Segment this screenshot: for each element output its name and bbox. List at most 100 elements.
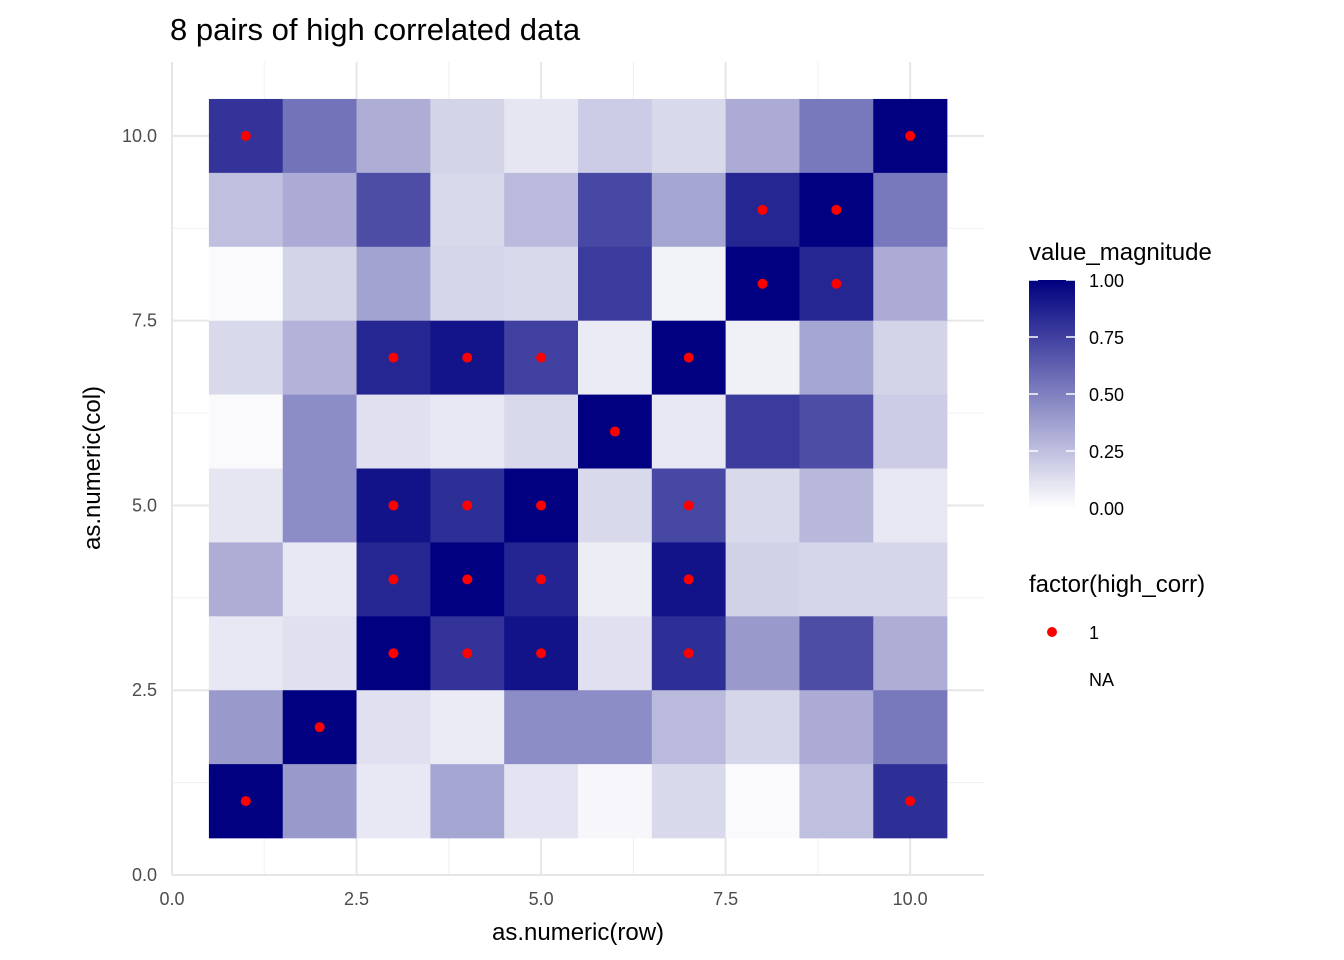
high-corr-point xyxy=(683,648,694,659)
high-corr-point xyxy=(683,574,694,585)
colorbar-ticks: 0.00 0.25 0.50 0.75 1.00 xyxy=(1029,271,1124,519)
heatmap-tile xyxy=(873,690,948,765)
heatmap-tile xyxy=(799,542,874,617)
heatmap-tile xyxy=(430,690,505,765)
heatmap-tile xyxy=(578,616,653,691)
heatmap-tile xyxy=(873,320,948,395)
heatmap-tile xyxy=(504,98,579,174)
high-corr-point xyxy=(609,426,620,437)
heatmap-tile xyxy=(873,246,948,321)
heatmap-tile xyxy=(504,246,579,321)
heatmap-tile xyxy=(725,764,800,839)
heatmap-tile xyxy=(504,172,579,248)
high-corr-point xyxy=(831,204,842,215)
heatmap-tile xyxy=(651,764,726,839)
x-tick-label: 10.0 xyxy=(893,889,928,909)
heatmap-tile xyxy=(799,320,874,395)
heatmap-tile xyxy=(208,172,284,248)
fill-legend: value_magnitude 0.00 0.25 0.50 0.75 1.00 xyxy=(1029,239,1212,519)
heatmap-tile xyxy=(725,394,800,469)
heatmap-tile xyxy=(725,468,800,543)
heatmap-tile xyxy=(504,690,579,765)
x-tick-label: 2.5 xyxy=(344,889,369,909)
heatmap-tile xyxy=(651,98,726,174)
heatmap-tile xyxy=(504,764,579,839)
heatmap-tile xyxy=(430,172,505,248)
y-tick-label: 5.0 xyxy=(132,495,157,515)
high-corr-point xyxy=(683,352,694,363)
chart-title: 8 pairs of high correlated data xyxy=(170,12,581,47)
y-tick-label: 2.5 xyxy=(132,680,157,700)
heatmap-tile xyxy=(578,690,653,765)
high-corr-point xyxy=(462,648,473,659)
high-corr-point xyxy=(462,574,473,585)
heatmap-tile xyxy=(725,542,800,617)
heatmap-tile xyxy=(873,468,948,543)
legend-entry-1: 1 xyxy=(1089,623,1099,643)
heatmap-tile xyxy=(725,98,800,174)
heatmap-tile xyxy=(208,542,284,617)
heatmap-tile xyxy=(651,246,726,321)
heatmap-tile xyxy=(356,394,431,469)
heatmap-tile xyxy=(578,764,653,839)
y-tick-label: 0.0 xyxy=(132,865,157,885)
high-corr-point xyxy=(462,500,473,511)
point-legend: factor(high_corr) 1 NA xyxy=(1029,571,1205,690)
heatmap-tile xyxy=(799,764,874,839)
y-axis-ticks: 0.0 2.5 5.0 7.5 10.0 xyxy=(122,126,157,885)
heatmap-tile xyxy=(578,246,653,321)
heatmap-tile xyxy=(725,690,800,765)
high-corr-point xyxy=(388,500,399,511)
high-corr-point xyxy=(314,722,325,733)
heatmap-tile xyxy=(356,98,431,174)
colorbar-label: 1.00 xyxy=(1089,271,1124,291)
heatmap-tile xyxy=(282,394,357,469)
legend-entry-na: NA xyxy=(1089,670,1114,690)
heatmap-tile xyxy=(282,320,357,395)
heatmap-tile xyxy=(208,246,284,321)
heatmap-tiles xyxy=(208,98,948,839)
heatmap-tile xyxy=(430,394,505,469)
heatmap-tile xyxy=(651,394,726,469)
high-corr-point xyxy=(536,352,547,363)
fill-legend-title: value_magnitude xyxy=(1029,239,1212,266)
high-corr-point xyxy=(240,130,251,141)
heatmap-tile xyxy=(504,394,579,469)
heatmap-tile xyxy=(651,690,726,765)
high-corr-point xyxy=(388,648,399,659)
heatmap-tile xyxy=(873,542,948,617)
heatmap-tile xyxy=(799,468,874,543)
y-axis-title: as.numeric(col) xyxy=(79,386,106,550)
heatmap-tile xyxy=(799,98,874,174)
high-corr-point xyxy=(240,796,251,807)
heatmap-tile xyxy=(282,542,357,617)
heatmap-tile xyxy=(578,98,653,174)
x-axis-ticks: 0.0 2.5 5.0 7.5 10.0 xyxy=(159,889,927,909)
heatmap-tile xyxy=(873,172,948,248)
x-axis-title: as.numeric(row) xyxy=(492,919,664,946)
heatmap-tile xyxy=(282,764,357,839)
high-corr-point xyxy=(536,648,547,659)
heatmap-tile xyxy=(282,246,357,321)
high-corr-point xyxy=(536,500,547,511)
colorbar-label: 0.00 xyxy=(1089,499,1124,519)
legend-key-point xyxy=(1047,627,1057,637)
x-tick-label: 0.0 xyxy=(159,889,184,909)
heatmap-tile xyxy=(578,320,653,395)
high-corr-points xyxy=(240,130,916,807)
x-tick-label: 5.0 xyxy=(529,889,554,909)
y-tick-label: 7.5 xyxy=(132,311,157,331)
heatmap-tile xyxy=(873,616,948,691)
heatmap-tile xyxy=(578,172,653,248)
heatmap-tile xyxy=(578,468,653,543)
high-corr-point xyxy=(905,130,916,141)
heatmap-tile xyxy=(725,320,800,395)
heatmap-tile xyxy=(208,616,284,691)
high-corr-point xyxy=(905,796,916,807)
colorbar-label: 0.50 xyxy=(1089,385,1124,405)
heatmap-tile xyxy=(799,616,874,691)
high-corr-point xyxy=(757,204,768,215)
heatmap-tile xyxy=(651,172,726,248)
high-corr-point xyxy=(831,278,842,289)
